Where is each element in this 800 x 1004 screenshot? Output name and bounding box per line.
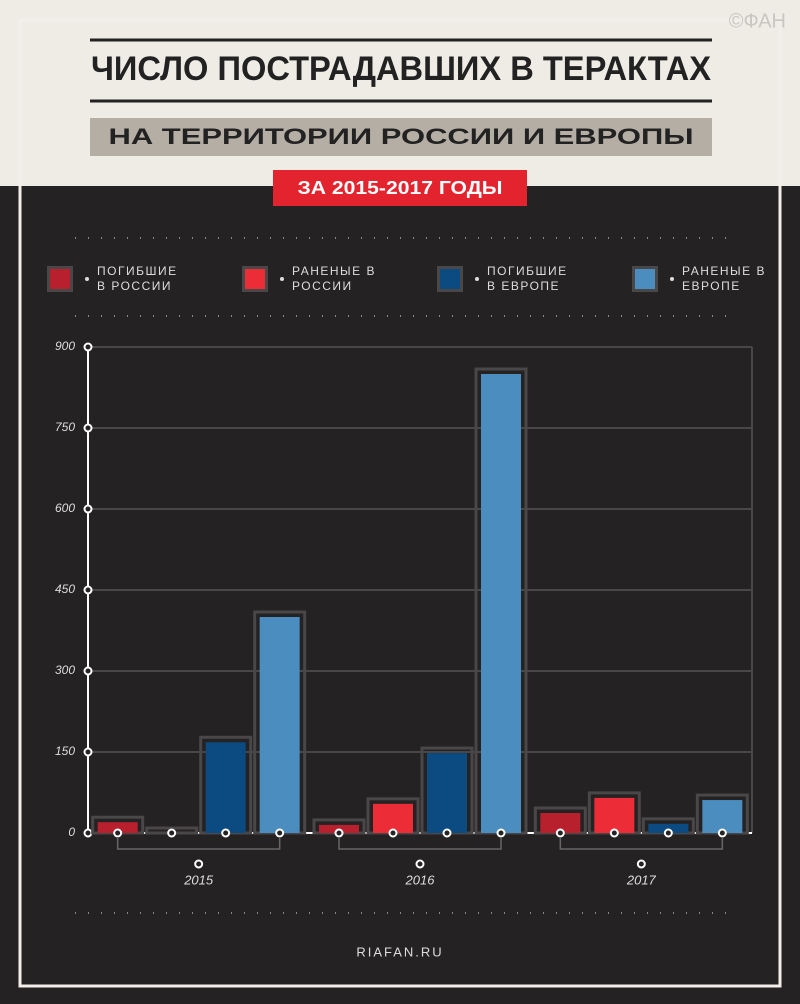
bar-dot: [388, 828, 398, 838]
bar: [540, 813, 581, 833]
x-tick-label: 2017: [626, 872, 657, 887]
legend-item: РАНЕНЫЕ В РОССИИ: [242, 262, 392, 296]
x-tick-label: 2015: [183, 872, 214, 887]
legend-swatch: [242, 266, 268, 292]
category-dot: [415, 859, 425, 869]
bar: [481, 374, 521, 833]
y-tick-mark: [83, 828, 93, 838]
subtitle-bg: [90, 118, 712, 156]
y-tick-mark: [83, 747, 93, 757]
legend-item: ПОГИБШИЕ В ЕВРОПЕ: [437, 262, 587, 296]
legend-label: ПОГИБШИЕ В РОССИИ: [97, 264, 178, 293]
legend-item: ПОГИБШИЕ В РОССИИ: [47, 262, 197, 296]
bracket: [116, 837, 281, 850]
bar: [373, 803, 413, 833]
legend-swatch: [47, 266, 73, 292]
y-tick-label: 300: [55, 663, 75, 677]
bar: [427, 753, 467, 833]
bar-dot: [496, 828, 506, 838]
x-tick-label: 2016: [405, 872, 436, 887]
bar-dot: [663, 828, 673, 838]
y-tick-mark: [83, 342, 93, 352]
legend-swatch: [437, 266, 463, 292]
legend-dot: [280, 277, 284, 281]
period: ЗА 2015-2017 ГОДЫ: [298, 178, 503, 198]
y-tick-label: 450: [55, 582, 75, 596]
y-tick-label: 750: [55, 420, 75, 434]
y-tick-label: 150: [55, 744, 75, 758]
bar: [97, 822, 138, 833]
subtitle: НА ТЕРРИТОРИИ РОССИИ И ЕВРОПЫ: [109, 124, 694, 149]
bar: [205, 742, 246, 833]
header-bg: [0, 0, 800, 186]
chart-title: ЧИСЛО ПОСТРАДАВШИХ В ТЕРАКТАХ: [91, 50, 711, 88]
bar-dot: [167, 828, 177, 838]
legend-dot: [475, 277, 479, 281]
category-dot: [194, 859, 204, 869]
legend-label: РАНЕНЫЕ В ЕВРОПЕ: [682, 264, 767, 293]
bracket: [338, 837, 502, 850]
bar-dot: [113, 828, 123, 838]
bar-dot: [334, 828, 344, 838]
bar: [648, 823, 689, 833]
bar: [259, 617, 300, 833]
bar-dot: [609, 828, 619, 838]
bar: [702, 800, 743, 833]
frame: [18, 18, 782, 988]
category-dot: [636, 859, 646, 869]
bar-dot: [555, 828, 565, 838]
watermark: ©ФАН: [729, 10, 786, 32]
legend-label: ПОГИБШИЕ В ЕВРОПЕ: [487, 264, 568, 293]
bar-dot: [717, 828, 727, 838]
y-tick-label: 600: [55, 501, 75, 515]
legend-label: РАНЕНЫЕ В РОССИИ: [292, 264, 377, 293]
bar-dot: [221, 828, 231, 838]
bar-dot: [275, 828, 285, 838]
bar-dot: [442, 828, 452, 838]
y-tick-mark: [83, 504, 93, 514]
y-tick-label: 900: [55, 339, 75, 353]
legend-dot: [85, 277, 89, 281]
legend-dot: [670, 277, 674, 281]
legend-item: РАНЕНЫЕ В ЕВРОПЕ: [632, 262, 782, 296]
footer: RIAFAN.RU: [356, 944, 443, 959]
bar: [594, 797, 635, 833]
period-bg: [273, 170, 527, 206]
legend-swatch: [632, 266, 658, 292]
y-tick-label: 0: [68, 825, 75, 839]
y-tick-mark: [83, 585, 93, 595]
bracket: [559, 837, 724, 850]
y-tick-mark: [83, 423, 93, 433]
y-tick-mark: [83, 666, 93, 676]
